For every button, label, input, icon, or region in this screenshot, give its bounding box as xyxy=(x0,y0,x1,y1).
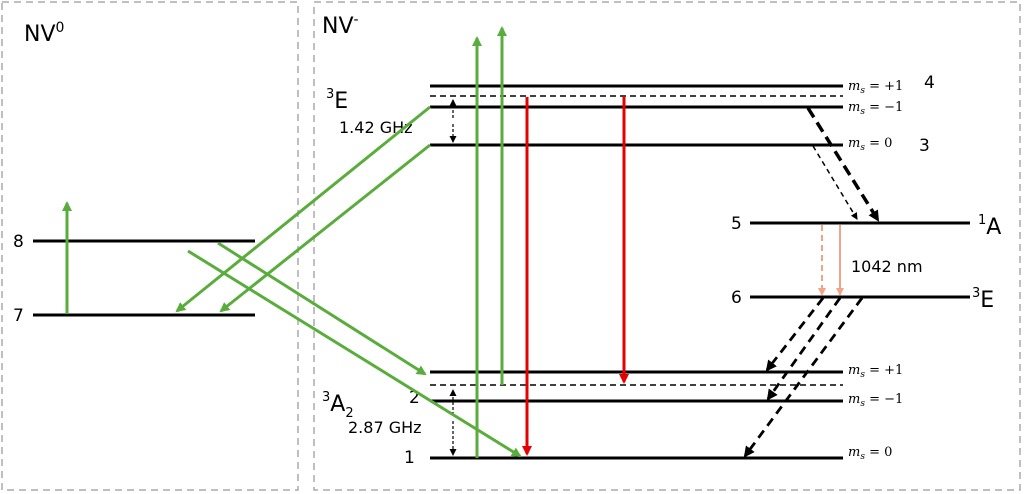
state-label-excited-3E: 3E xyxy=(326,87,348,114)
state-label-singlet-3E: 3E xyxy=(972,286,994,313)
nv-minus-title: NV- xyxy=(322,12,359,39)
green-cross-arrow-nv0-to-ground-b xyxy=(187,249,522,458)
isc-arrow-thin xyxy=(812,145,858,220)
ms-label-excited-plus1: ms = +1 xyxy=(848,79,903,96)
green-cross-arrow-excited-to-nv0-a xyxy=(175,105,431,313)
level-number-6: 6 xyxy=(731,288,742,308)
excited-splitting-label: 1.42 GHz xyxy=(339,118,413,137)
nv-minus-panel xyxy=(313,1,1021,491)
ground-splitting-label: 2.87 GHz xyxy=(348,418,422,437)
level-number-2: 2 xyxy=(409,388,420,408)
isc-arrow-to-ground-minus1 xyxy=(766,297,842,401)
state-label-ground-3A2: 3A2 xyxy=(322,390,354,421)
ms-label-ground-minus1: ms = −1 xyxy=(848,392,903,409)
nv0-title: NV0 xyxy=(24,20,64,47)
green-cross-arrow-excited-to-nv0-b xyxy=(219,143,431,313)
green-cross-arrow-nv0-to-ground-a xyxy=(217,241,427,376)
level-number-1: 1 xyxy=(404,448,415,468)
ms-label-excited-minus1: ms = −1 xyxy=(848,100,903,117)
level-number-8: 8 xyxy=(13,232,24,252)
isc-arrow-to-ground-zero xyxy=(743,297,864,458)
ms-label-ground-zero: ms = 0 xyxy=(848,445,892,462)
level-number-4: 4 xyxy=(924,73,935,93)
singlet-transition-label: 1042 nm xyxy=(851,257,923,276)
nv0-panel xyxy=(1,1,299,491)
level-number-7: 7 xyxy=(13,306,24,326)
isc-arrow-to-ground-plus1 xyxy=(765,297,825,372)
level-number-5: 5 xyxy=(731,214,742,234)
ms-label-ground-plus1: ms = +1 xyxy=(848,363,903,380)
ms-label-excited-zero: ms = 0 xyxy=(848,136,892,153)
state-label-singlet-1A: 1A xyxy=(978,213,1001,240)
level-number-3: 3 xyxy=(919,136,930,156)
isc-arrow-bold xyxy=(806,107,880,222)
